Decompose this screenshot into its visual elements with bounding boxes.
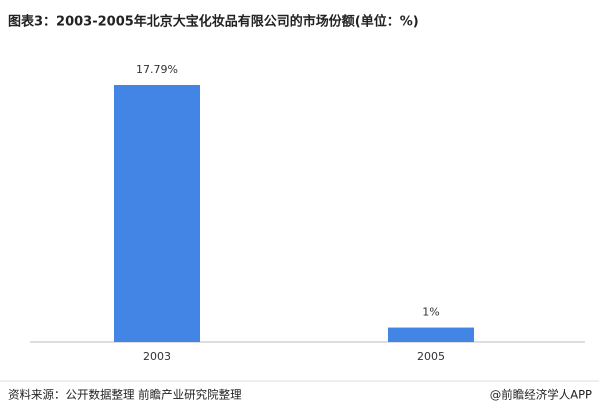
credit: @前瞻经济学人APP (490, 388, 592, 402)
x-tick-label: 2005 (417, 350, 445, 363)
chart-title: 图表3：2003-2005年北京大宝化妆品有限公司的市场份额(单位：%) (8, 14, 419, 30)
source-note: 资料来源：公开数据整理 前瞻产业研究院整理 (8, 388, 242, 402)
bar (114, 85, 200, 342)
bar (388, 327, 474, 342)
value-label: 1% (422, 306, 439, 319)
value-label: 17.79% (136, 63, 178, 76)
x-tick-label: 2003 (143, 350, 171, 363)
